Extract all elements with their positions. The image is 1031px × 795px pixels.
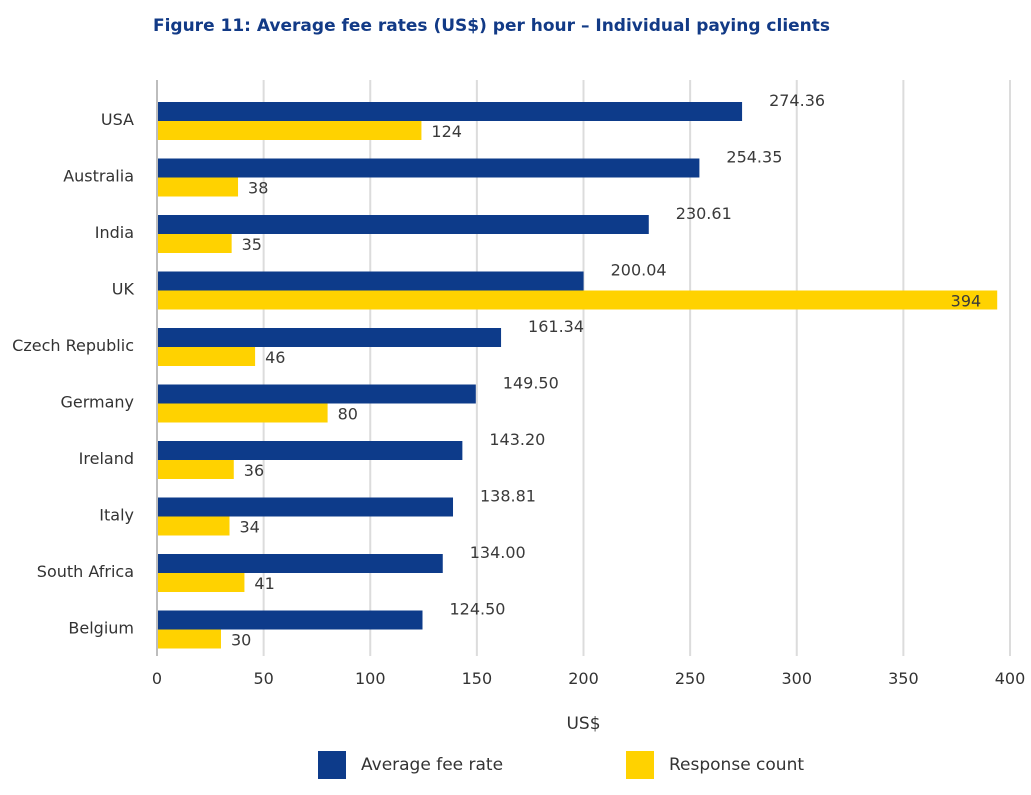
category-label: Ireland xyxy=(79,449,134,468)
data-label-response-count: 38 xyxy=(248,179,268,198)
x-axis-title: US$ xyxy=(566,714,600,734)
bar-response-count xyxy=(157,234,232,253)
bar-response-count xyxy=(157,177,239,197)
data-label-fee-rate: 274.36 xyxy=(769,91,825,110)
x-tick-label: 0 xyxy=(152,669,162,688)
data-label-response-count: 124 xyxy=(431,122,462,141)
axes: 0 50 100 150 200 250 300 350 400 US$ USA Australia I… xyxy=(12,80,1025,734)
category-label: Germany xyxy=(60,393,134,412)
chart-title: Figure 11: Average fee rates (US$) per h… xyxy=(152,16,831,36)
data-label-fee-rate: 254.35 xyxy=(726,148,782,167)
bar-fee-rate xyxy=(157,441,463,460)
x-tick-label: 50 xyxy=(253,669,273,688)
data-label-fee-rate: 124.50 xyxy=(449,600,505,619)
data-label-fee-rate: 134.00 xyxy=(470,543,526,562)
bar-fee-rate xyxy=(157,497,454,517)
legend-label-fee-rate: Average fee rate xyxy=(361,755,504,775)
bar-fee-rate xyxy=(157,554,443,573)
x-tick-label: 100 xyxy=(355,669,386,688)
category-label: UK xyxy=(112,280,135,299)
bar-response-count xyxy=(157,403,328,423)
data-label-response-count: 36 xyxy=(244,461,264,480)
bar-fee-rate xyxy=(157,102,743,121)
category-label: India xyxy=(95,223,134,242)
data-label-response-count: 34 xyxy=(240,518,260,537)
bar-fee-rate xyxy=(157,215,649,234)
bar-response-count xyxy=(157,121,422,140)
data-label-response-count: 41 xyxy=(254,574,274,593)
category-label: Australia xyxy=(63,167,134,186)
category-label: Czech Republic xyxy=(12,336,134,355)
bars xyxy=(157,102,998,649)
bar-response-count xyxy=(157,460,234,479)
legend-label-response-count: Response count xyxy=(669,755,805,775)
bar-fee-rate xyxy=(157,158,700,178)
data-label-response-count: 46 xyxy=(265,348,285,367)
category-label: Belgium xyxy=(68,619,134,638)
bar-response-count xyxy=(157,573,245,592)
x-tick-label: 350 xyxy=(888,669,919,688)
bar-fee-rate xyxy=(157,328,502,347)
data-label-fee-rate: 230.61 xyxy=(676,204,732,223)
x-tick-label: 150 xyxy=(462,669,493,688)
data-label-fee-rate: 143.20 xyxy=(489,430,545,449)
data-label-response-count: 30 xyxy=(231,631,251,650)
bar-response-count xyxy=(157,290,998,310)
x-tick-label: 200 xyxy=(568,669,599,688)
data-label-response-count: 394 xyxy=(951,292,982,311)
x-tick-label: 400 xyxy=(995,669,1026,688)
data-label-fee-rate: 200.04 xyxy=(611,261,667,280)
legend-swatch-fee-rate xyxy=(318,751,346,779)
bar-fee-rate xyxy=(157,271,584,291)
legend-swatch-response-count xyxy=(626,751,654,779)
data-labels: 274.36 124 254.35 38 230.61 35 200.04 394 161.34… xyxy=(231,91,981,650)
x-tick-label: 250 xyxy=(675,669,706,688)
category-label: USA xyxy=(101,110,134,129)
legend-item-fee-rate: Average fee rate xyxy=(318,750,503,780)
grid-lines xyxy=(262,80,1011,656)
bar-response-count xyxy=(157,347,256,366)
category-label: South Africa xyxy=(37,562,134,581)
legend-item-response-count: Response count xyxy=(626,750,804,780)
data-label-fee-rate: 138.81 xyxy=(480,487,536,506)
bar-response-count xyxy=(157,516,230,536)
data-label-response-count: 35 xyxy=(242,235,262,254)
category-label: Italy xyxy=(99,506,134,525)
bar-response-count xyxy=(157,629,221,649)
bar-fee-rate xyxy=(157,610,423,630)
data-label-response-count: 80 xyxy=(338,405,358,424)
x-tick-label: 300 xyxy=(781,669,812,688)
bar-fee-rate xyxy=(157,384,476,404)
data-label-fee-rate: 161.34 xyxy=(528,317,584,336)
data-label-fee-rate: 149.50 xyxy=(503,374,559,393)
